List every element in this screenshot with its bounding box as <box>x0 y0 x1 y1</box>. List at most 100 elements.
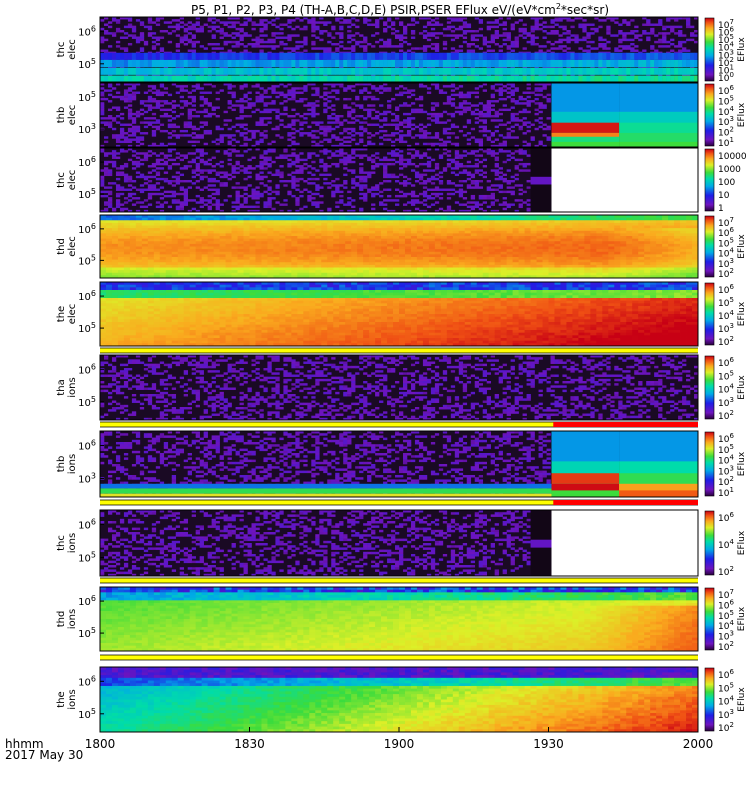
heatmap-cell <box>323 75 328 83</box>
heatmap-cell <box>574 40 579 44</box>
heatmap-cell <box>454 52 460 60</box>
heatmap-cell <box>151 106 157 109</box>
heatmap-cell <box>383 40 388 44</box>
heatmap-cell <box>115 138 121 141</box>
heatmap-cell <box>115 203 121 206</box>
heatmap-cell <box>167 167 173 170</box>
heatmap-cell <box>267 201 272 204</box>
heatmap-cell <box>299 207 304 211</box>
heatmap-cell <box>117 254 125 258</box>
heatmap-cell <box>263 129 268 133</box>
heatmap-cell <box>387 110 392 114</box>
heatmap-cell <box>179 158 185 162</box>
heatmap-cell <box>165 259 173 263</box>
heatmap-cell <box>135 175 141 179</box>
heatmap-cell <box>183 197 189 200</box>
heatmap-cell <box>327 207 332 211</box>
heatmap-cell <box>307 19 312 22</box>
heatmap-cell <box>586 52 591 60</box>
heatmap-cell <box>111 150 117 153</box>
heatmap-cell <box>223 75 228 83</box>
heatmap-cell <box>319 186 324 189</box>
heatmap-cell <box>414 59 420 68</box>
heatmap-cell <box>259 19 264 22</box>
heatmap-cell <box>486 194 491 198</box>
heatmap-cell <box>594 52 599 60</box>
heatmap-cell <box>430 102 436 105</box>
heatmap-cell <box>103 169 109 172</box>
heatmap-cell <box>183 267 191 271</box>
heatmap-cell <box>554 59 559 68</box>
heatmap-cell <box>335 136 340 139</box>
heatmap-cell <box>107 83 113 86</box>
heatmap-cell <box>502 52 507 60</box>
heatmap-cell <box>287 154 292 157</box>
heatmap-cell <box>223 43 228 46</box>
heatmap-cell <box>606 27 611 31</box>
heatmap-cell <box>526 67 531 75</box>
heatmap-cell <box>259 100 264 103</box>
heatmap-cell <box>494 184 499 187</box>
heatmap-cell <box>375 97 380 101</box>
heatmap-cell <box>175 152 181 155</box>
heatmap-cell <box>351 108 356 112</box>
heatmap-cell <box>658 67 663 75</box>
heatmap-cell <box>183 27 189 31</box>
heatmap-cell <box>546 136 551 139</box>
heatmap-cell <box>111 75 117 83</box>
heatmap-cell <box>215 205 220 209</box>
heatmap-cell <box>323 167 328 170</box>
heatmap-cell <box>119 173 125 177</box>
heatmap-cell <box>458 162 464 166</box>
heatmap-cell <box>526 95 531 99</box>
heatmap-cell <box>450 89 456 92</box>
heatmap-cell <box>343 52 348 60</box>
heatmap-cell <box>227 25 232 29</box>
heatmap-cell <box>247 106 252 109</box>
heatmap-cell <box>115 171 121 174</box>
heatmap-cell <box>602 38 607 42</box>
heatmap-cell <box>494 152 499 155</box>
heatmap-cell <box>139 188 145 191</box>
heatmap-cell <box>442 85 448 88</box>
heatmap-cell <box>438 182 444 185</box>
heatmap-cell <box>139 102 145 105</box>
heatmap-cell <box>147 246 155 250</box>
heatmap-cell <box>129 220 137 224</box>
heatmap-cell <box>165 267 173 271</box>
heatmap-cell <box>143 110 149 114</box>
heatmap-cell <box>438 32 444 35</box>
heatmap-cell <box>422 192 428 196</box>
heatmap-cell <box>163 171 169 174</box>
heatmap-cell <box>227 91 232 94</box>
heatmap-cell <box>383 129 388 133</box>
heatmap-cell <box>530 100 535 103</box>
heatmap-cell <box>414 142 420 146</box>
heatmap-cell <box>514 209 519 213</box>
heatmap-cell <box>371 142 376 146</box>
heatmap-cell <box>135 215 143 219</box>
heatmap-cell <box>335 119 340 122</box>
heatmap-cell <box>123 136 129 139</box>
heatmap-cell <box>510 89 515 92</box>
heatmap-cell <box>111 246 119 250</box>
heatmap-cell <box>438 59 444 68</box>
heatmap-cell <box>335 47 340 50</box>
heatmap-cell <box>107 171 113 174</box>
heatmap-cell <box>159 85 165 88</box>
heatmap-cell <box>235 67 240 75</box>
heatmap-cell <box>311 203 316 206</box>
heatmap-cell <box>434 85 440 88</box>
heatmap-cell <box>151 87 157 90</box>
heatmap-cell <box>534 59 539 68</box>
heatmap-cell <box>522 201 527 204</box>
heatmap-cell <box>339 45 344 48</box>
heatmap-cell <box>165 243 173 247</box>
heatmap-cell <box>131 125 137 129</box>
heatmap-cell <box>117 220 125 224</box>
heatmap-cell <box>355 97 360 101</box>
heatmap-cell <box>243 52 248 60</box>
heatmap-cell <box>215 125 220 129</box>
heatmap-cell <box>418 75 424 83</box>
heatmap-cell <box>263 95 268 99</box>
